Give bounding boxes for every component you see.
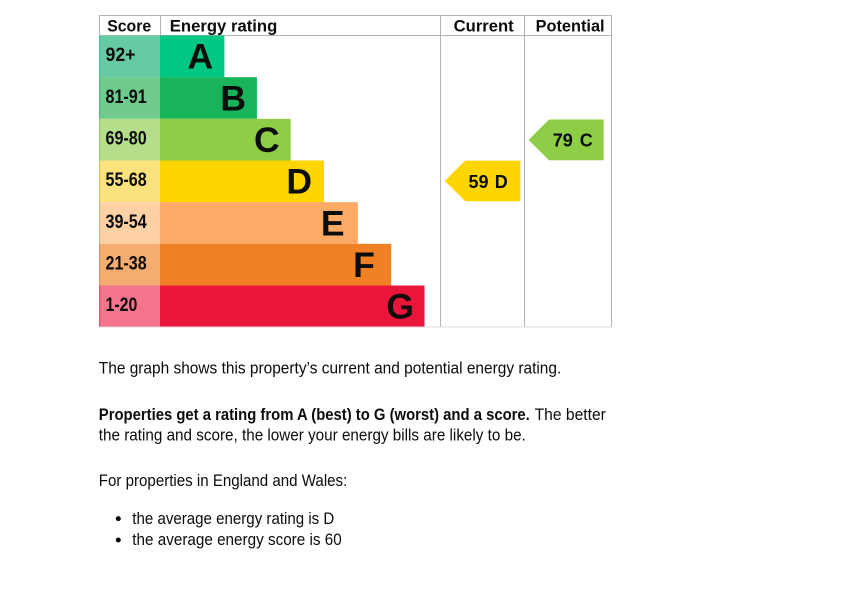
svg-text:1-20: 1-20 xyxy=(106,294,138,316)
svg-text:A: A xyxy=(188,37,214,77)
svg-text:21-38: 21-38 xyxy=(106,253,147,275)
svg-text:The better: The better xyxy=(535,406,607,424)
svg-text:C: C xyxy=(580,130,593,150)
svg-text:Potential: Potential xyxy=(536,18,605,36)
svg-text:Current: Current xyxy=(454,18,515,36)
svg-text:The graph shows this property’: The graph shows this property’s current … xyxy=(99,360,562,378)
svg-text:D: D xyxy=(286,162,312,202)
svg-text:the average energy rating is D: the average energy rating is D xyxy=(132,510,334,528)
svg-text:92+: 92+ xyxy=(106,44,136,66)
svg-text:E: E xyxy=(321,203,345,243)
svg-text:the average energy score is 60: the average energy score is 60 xyxy=(132,531,341,549)
svg-text:C: C xyxy=(254,120,280,160)
svg-text:39-54: 39-54 xyxy=(106,211,147,233)
svg-text:81-91: 81-91 xyxy=(106,86,147,108)
svg-text:79: 79 xyxy=(553,130,573,150)
svg-text:F: F xyxy=(353,245,375,285)
svg-text:Properties get a rating from A: Properties get a rating from A (best) to… xyxy=(99,406,530,424)
svg-text:For properties in England and: For properties in England and Wales: xyxy=(99,472,347,490)
svg-text:55-68: 55-68 xyxy=(106,169,147,191)
svg-text:Energy rating: Energy rating xyxy=(170,18,278,36)
svg-text:the rating and score, the lowe: the rating and score, the lower your ene… xyxy=(99,427,526,445)
svg-text:Score: Score xyxy=(107,18,151,36)
svg-text:59: 59 xyxy=(469,172,489,192)
svg-text:69-80: 69-80 xyxy=(106,128,147,150)
svg-text:B: B xyxy=(220,78,246,118)
svg-text:G: G xyxy=(386,287,414,327)
svg-text:D: D xyxy=(495,172,508,192)
